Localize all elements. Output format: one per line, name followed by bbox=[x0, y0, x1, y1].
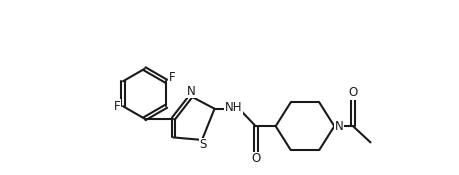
Text: N: N bbox=[186, 85, 195, 98]
Text: NH: NH bbox=[224, 101, 242, 114]
Text: S: S bbox=[200, 138, 207, 151]
Text: N: N bbox=[335, 120, 343, 133]
Text: O: O bbox=[251, 152, 260, 165]
Text: O: O bbox=[348, 86, 358, 99]
Text: F: F bbox=[168, 71, 175, 84]
Text: F: F bbox=[114, 100, 121, 113]
